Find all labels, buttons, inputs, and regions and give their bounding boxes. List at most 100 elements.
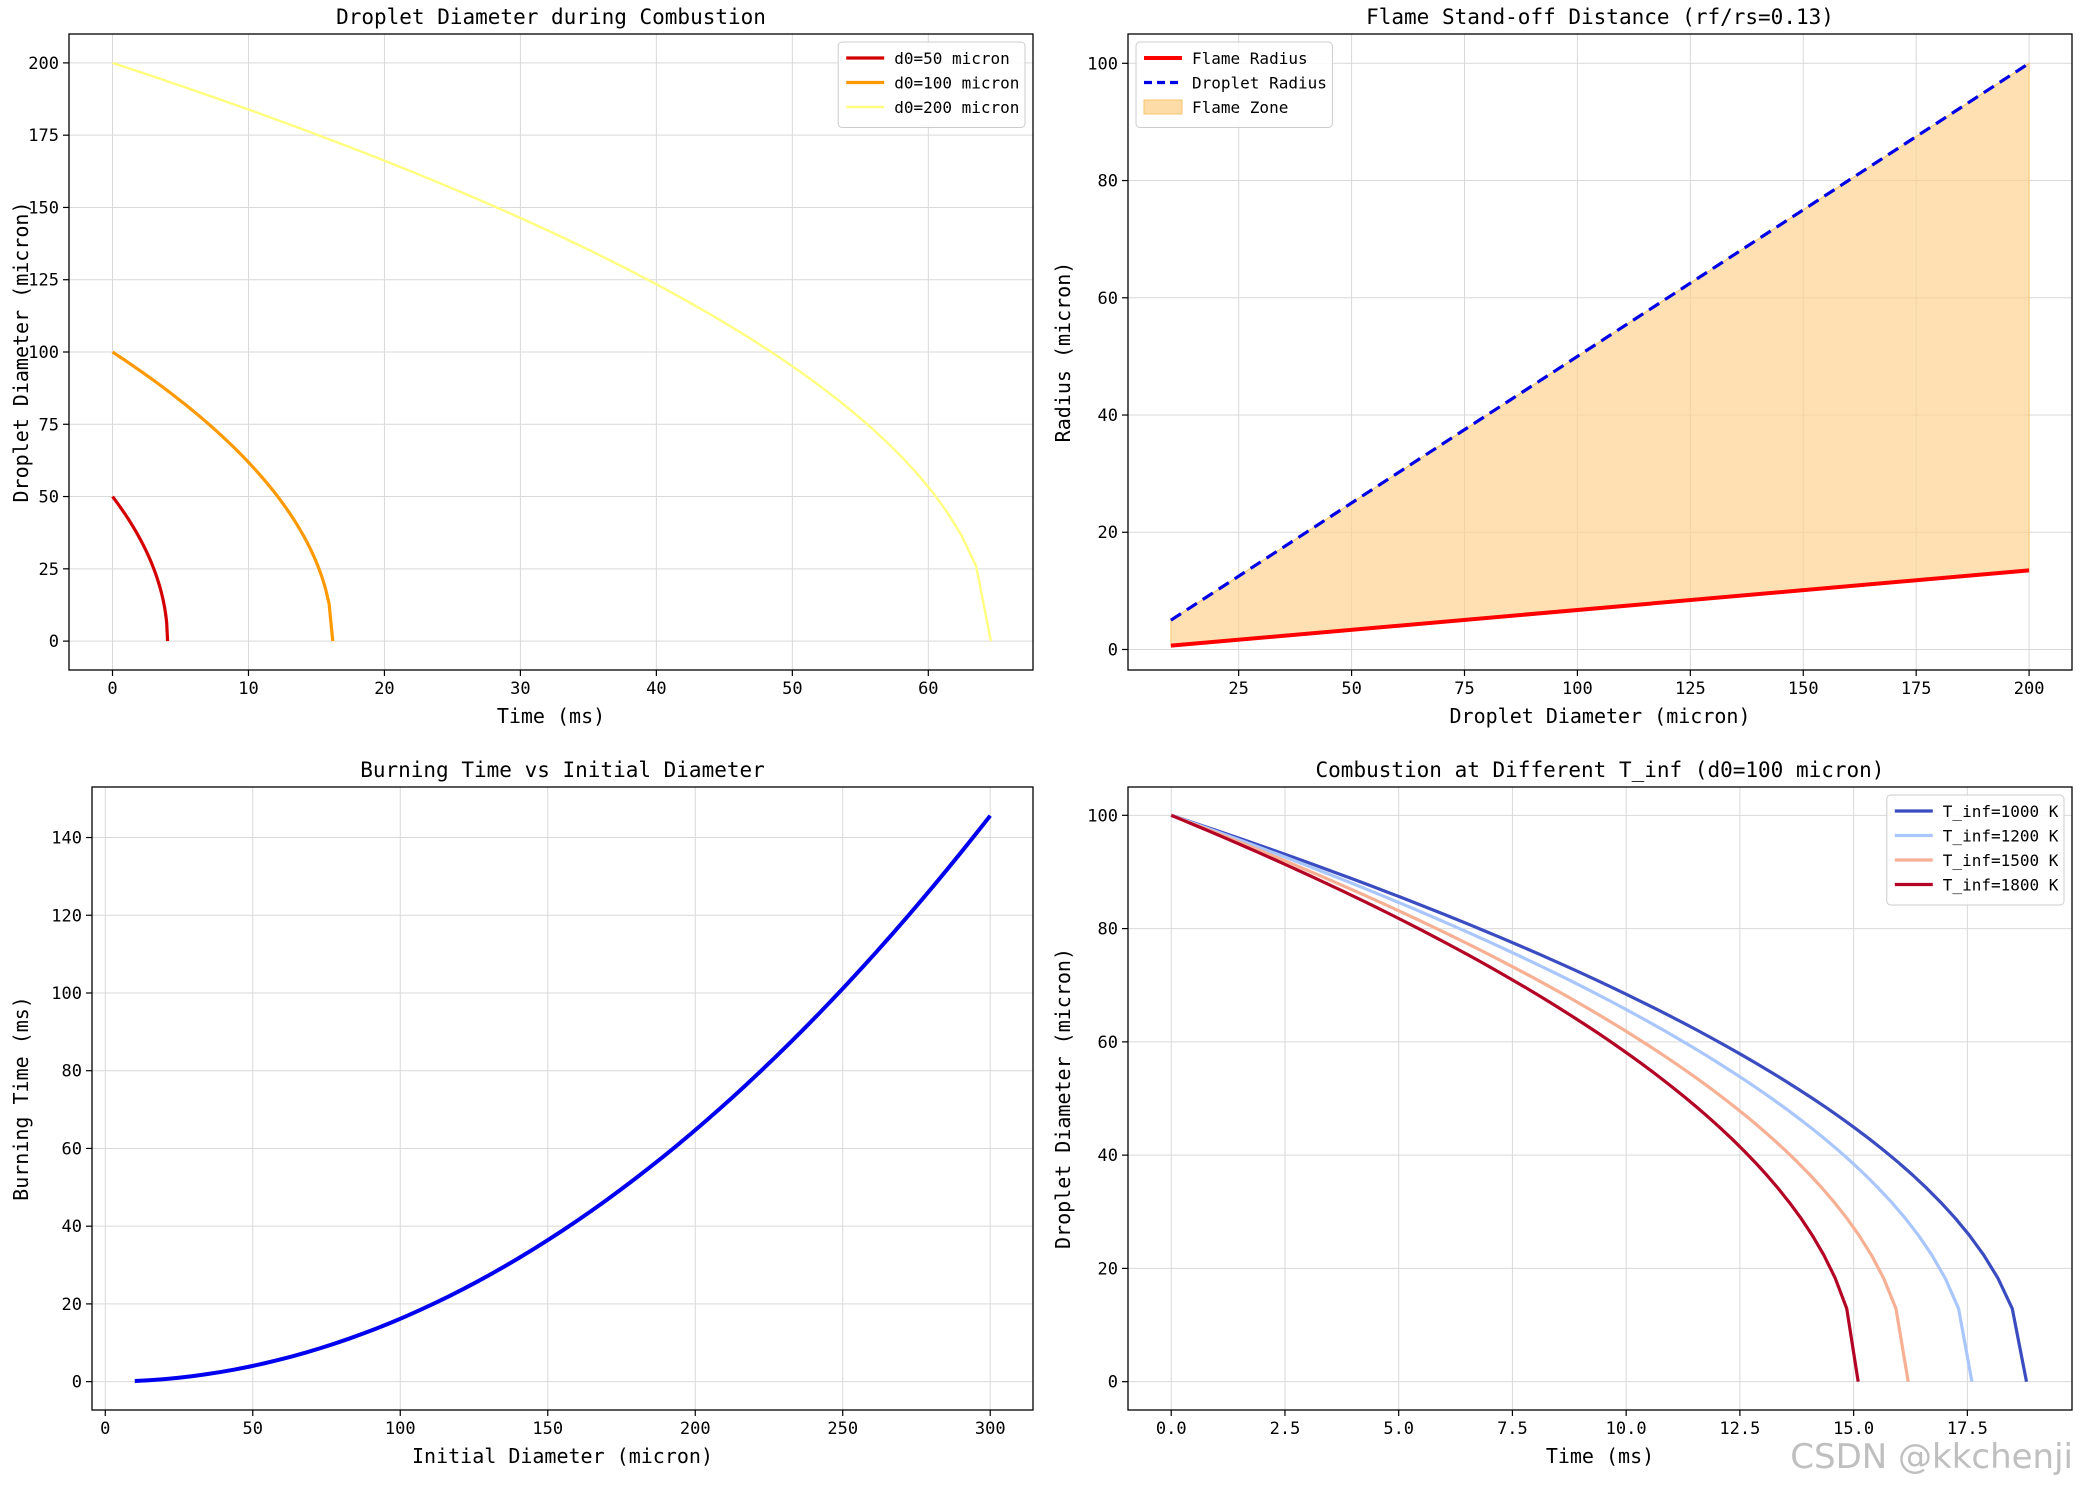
plot-area bbox=[1170, 61, 2030, 648]
y-tick-label: 100 bbox=[28, 343, 59, 363]
y-tick-label: 0 bbox=[72, 1373, 82, 1393]
y-tick-label: 150 bbox=[28, 198, 59, 218]
x-tick-label: 0.0 bbox=[1156, 1419, 1187, 1439]
legend: T_inf=1000 K T_inf=1200 K T_inf=1500 K T_in… bbox=[1886, 794, 2065, 906]
y-tick-label: 60 bbox=[1098, 289, 1118, 309]
x-axis-label: Initial Diameter (micron) bbox=[412, 1444, 713, 1468]
x-tick-label: 300 bbox=[975, 1419, 1006, 1439]
x-tick-label: 60 bbox=[918, 679, 938, 699]
y-tick-label: 50 bbox=[39, 488, 59, 508]
legend-box bbox=[1135, 41, 1333, 128]
y-axis-label: Droplet Diameter (micron) bbox=[9, 201, 33, 502]
watermark: CSDN @kkchenji bbox=[1790, 1437, 2073, 1477]
series-flame-radius bbox=[1170, 568, 2030, 648]
chart-title: Burning Time vs Initial Diameter bbox=[360, 758, 765, 782]
legend-label-d0-100-micron: d0=100 micron bbox=[894, 74, 1019, 93]
x-tick-label: 100 bbox=[385, 1419, 416, 1439]
grid bbox=[69, 34, 1033, 670]
axes-frame bbox=[1127, 786, 2073, 1411]
legend: d0=50 micron d0=100 micron d0=200 micron bbox=[837, 41, 1026, 128]
y-tick-label: 0 bbox=[1108, 1373, 1118, 1393]
series-d0-200-micron bbox=[112, 61, 993, 642]
legend: Flame Radius Droplet Radius Flame Zone bbox=[1135, 41, 1333, 128]
x-tick-label: 25 bbox=[1228, 679, 1248, 699]
x-tick-label: 7.5 bbox=[1497, 1419, 1528, 1439]
x-tick-label: 200 bbox=[680, 1419, 711, 1439]
legend-label-d0-50-micron: d0=50 micron bbox=[894, 49, 1010, 68]
y-tick-label: 0 bbox=[1108, 640, 1118, 660]
x-tick-label: 20 bbox=[374, 679, 394, 699]
plot-area bbox=[111, 61, 993, 642]
y-tick-label: 80 bbox=[1098, 920, 1118, 940]
chart-title: Flame Stand-off Distance (rf/rs=0.13) bbox=[1366, 5, 1834, 29]
y-tick-label: 40 bbox=[1098, 406, 1118, 426]
x-tick-label: 50 bbox=[1341, 679, 1361, 699]
panel-t-inf-combustion: 0.0 2.5 5.0 7.5 10.0 12.5 15.0 17.5 0 20 40 60 80 100… bbox=[1051, 758, 2073, 1468]
x-tick-label: 250 bbox=[827, 1419, 858, 1439]
y-axis-label: Burning Time (ms) bbox=[9, 996, 33, 1201]
y-tick-label: 100 bbox=[1087, 806, 1118, 826]
legend-swatch-flame-zone bbox=[1143, 99, 1183, 115]
y-tick-label: 0 bbox=[49, 632, 59, 652]
y-tick-label: 175 bbox=[28, 126, 59, 146]
x-tick-label: 40 bbox=[646, 679, 666, 699]
x-tick-label: 10 bbox=[238, 679, 258, 699]
x-tick-label: 30 bbox=[510, 679, 530, 699]
y-tick-label: 120 bbox=[51, 906, 82, 926]
y-tick-label: 80 bbox=[62, 1062, 82, 1082]
y-tick-label: 60 bbox=[62, 1139, 82, 1159]
legend-label-d0-200-micron: d0=200 micron bbox=[894, 98, 1019, 117]
x-tick-label: 17.5 bbox=[1947, 1419, 1988, 1439]
panel-burning-time: 0 50 100 150 200 250 300 0 20 40 60 80 100 120 140 Burn… bbox=[9, 758, 1034, 1468]
panel-flame-standoff: 25 50 75 100 125 150 175 200 0 20 40 60 80 100 Flame S… bbox=[1051, 5, 2073, 728]
x-tick-label: 175 bbox=[1901, 679, 1932, 699]
x-tick-label: 10.0 bbox=[1606, 1419, 1647, 1439]
y-tick-label: 60 bbox=[1098, 1033, 1118, 1053]
x-tick-label: 200 bbox=[2014, 679, 2045, 699]
x-tick-label: 50 bbox=[243, 1419, 263, 1439]
series-d0-50-micron bbox=[111, 495, 170, 642]
y-tick-label: 20 bbox=[1098, 1259, 1118, 1279]
x-tick-label: 150 bbox=[532, 1419, 563, 1439]
x-tick-label: 15.0 bbox=[1833, 1419, 1874, 1439]
series-t-inf-1800-k bbox=[1170, 813, 1860, 1382]
y-tick-label: 125 bbox=[28, 271, 59, 291]
x-tick-label: 150 bbox=[1788, 679, 1819, 699]
y-tick-label: 25 bbox=[39, 560, 59, 580]
grid bbox=[92, 787, 1033, 1410]
chart-title: Combustion at Different T_inf (d0=100 mi… bbox=[1316, 758, 1885, 782]
y-tick-label: 40 bbox=[62, 1217, 82, 1237]
x-tick-label: 12.5 bbox=[1719, 1419, 1760, 1439]
y-tick-label: 140 bbox=[51, 829, 82, 849]
area-flame-zone bbox=[1170, 62, 2030, 647]
legend-box bbox=[837, 41, 1026, 128]
x-tick-label: 0 bbox=[107, 679, 117, 699]
x-axis-label: Time (ms) bbox=[1546, 1444, 1654, 1468]
y-tick-label: 20 bbox=[1098, 523, 1118, 543]
y-tick-label: 40 bbox=[1098, 1146, 1118, 1166]
x-axis-label: Time (ms) bbox=[497, 704, 605, 728]
legend-label-t-inf-1200-k: T_inf=1200 K bbox=[1943, 827, 2059, 846]
legend-label-flame-zone: Flame Zone bbox=[1192, 98, 1288, 117]
series-d0-100-micron bbox=[111, 350, 335, 642]
x-axis-label: Droplet Diameter (micron) bbox=[1449, 704, 1750, 728]
legend-label-t-inf-1000-k: T_inf=1000 K bbox=[1943, 802, 2059, 821]
legend-label-droplet-radius: Droplet Radius bbox=[1192, 74, 1327, 93]
x-tick-label: 5.0 bbox=[1383, 1419, 1414, 1439]
chart-title: Droplet Diameter during Combustion bbox=[336, 5, 766, 29]
y-tick-label: 80 bbox=[1098, 172, 1118, 192]
x-tick-label: 50 bbox=[782, 679, 802, 699]
y-tick-label: 100 bbox=[51, 984, 82, 1004]
axes-frame bbox=[1127, 33, 2073, 671]
y-tick-label: 20 bbox=[62, 1295, 82, 1315]
legend-label-flame-radius: Flame Radius bbox=[1192, 49, 1308, 68]
legend-label-t-inf-1800-k: T_inf=1800 K bbox=[1943, 876, 2059, 895]
y-tick-label: 200 bbox=[28, 54, 59, 74]
x-tick-label: 100 bbox=[1562, 679, 1593, 699]
plot-area bbox=[1170, 813, 2029, 1382]
x-tick-label: 125 bbox=[1675, 679, 1706, 699]
y-tick-label: 75 bbox=[39, 415, 59, 435]
series-t-inf-1200-k bbox=[1170, 813, 1974, 1382]
y-axis-label: Droplet Diameter (micron) bbox=[1051, 948, 1075, 1249]
